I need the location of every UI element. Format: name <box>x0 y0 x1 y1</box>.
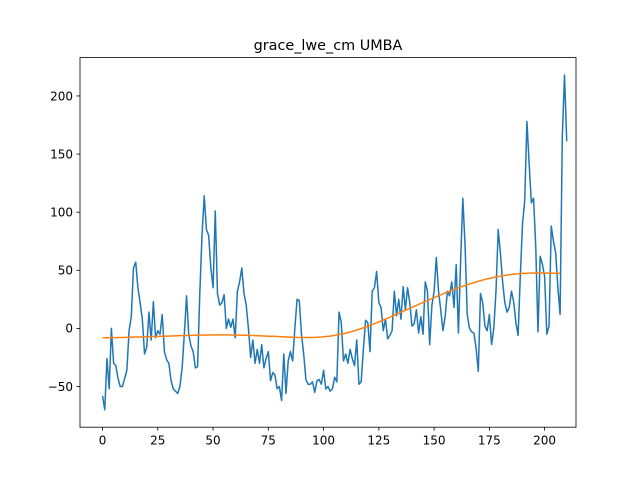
x-tick-label: 75 <box>261 434 276 448</box>
x-tick-label: 50 <box>205 434 220 448</box>
series-line-1 <box>101 74 568 411</box>
y-tick-label: 100 <box>50 205 73 219</box>
plot-frame <box>79 57 577 428</box>
y-tick-label: 200 <box>50 89 73 103</box>
x-tick-label: 25 <box>150 434 165 448</box>
x-tick-label: 125 <box>367 434 390 448</box>
x-tick-label: 200 <box>533 434 556 448</box>
x-axis: 0 25 50 75 100 125 150 175 200 <box>99 427 556 448</box>
series-line-2 <box>102 272 561 339</box>
x-tick-label: 100 <box>312 434 335 448</box>
plot-area <box>101 74 568 411</box>
y-tick-label: 150 <box>50 147 73 161</box>
x-tick-label: 175 <box>478 434 501 448</box>
y-tick-label: 50 <box>58 264 73 278</box>
x-tick-label: 150 <box>423 434 446 448</box>
y-tick-label: −50 <box>48 380 73 394</box>
y-tick-label: 0 <box>65 322 73 336</box>
x-tick-label: 0 <box>99 434 107 448</box>
chart-title: grace_lwe_cm UMBA <box>254 38 403 54</box>
y-axis: −50 0 50 100 150 200 <box>48 89 80 394</box>
